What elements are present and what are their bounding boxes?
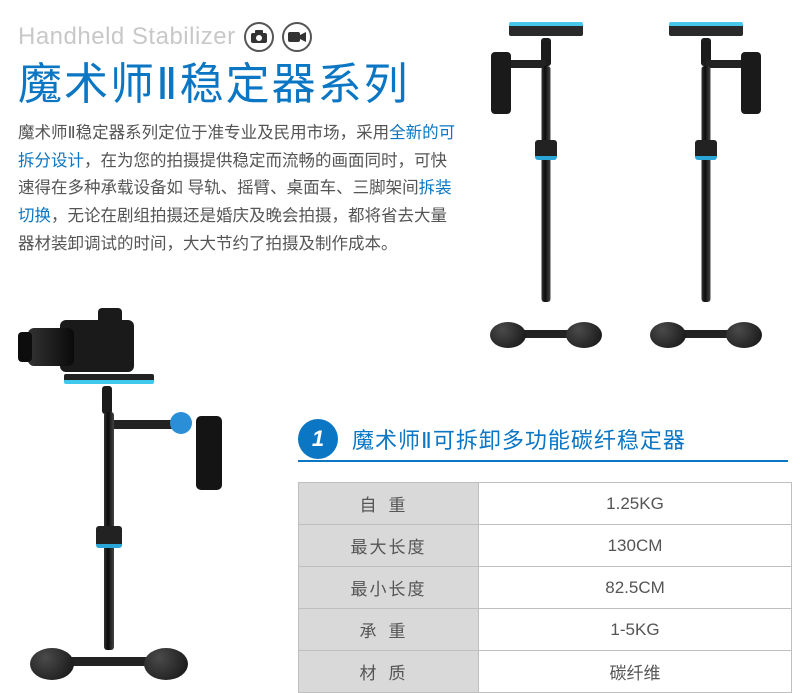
- table-row: 承重 1-5KG: [299, 609, 792, 651]
- section-header: 1 魔术师Ⅱ可拆卸多功能碳纤稳定器: [298, 418, 788, 460]
- desc-text-1: 魔术师Ⅱ稳定器系列定位于准专业及民用市场，采用: [18, 124, 389, 142]
- table-row: 材质 碳纤维: [299, 651, 792, 693]
- desc-text-3: ，无论在剧组拍摄还是婚庆及晚会拍摄，都将省去大量器材装卸调试的时间，大大节约了拍…: [18, 207, 447, 253]
- main-title: 魔术师Ⅱ稳定器系列: [18, 48, 458, 112]
- table-row: 自重 1.25KG: [299, 483, 792, 525]
- spec-label: 材质: [299, 651, 479, 693]
- section-underline: [298, 460, 788, 462]
- spec-value: 82.5CM: [479, 567, 792, 609]
- product-image-with-camera: [20, 290, 280, 686]
- product-images-top: [470, 22, 782, 366]
- table-row: 最大长度 130CM: [299, 525, 792, 567]
- page-header: Handheld Stabilizer 魔术师Ⅱ稳定器系列: [18, 22, 458, 112]
- spec-value: 1-5KG: [479, 609, 792, 651]
- spec-table-body: 自重 1.25KG 最大长度 130CM 最小长度 82.5CM 承重 1-5K…: [299, 483, 792, 693]
- spec-label: 最大长度: [299, 525, 479, 567]
- table-row: 最小长度 82.5CM: [299, 567, 792, 609]
- spec-value: 碳纤维: [479, 651, 792, 693]
- subtitle-en: Handheld Stabilizer: [18, 23, 236, 51]
- section-title: 魔术师Ⅱ可拆卸多功能碳纤稳定器: [352, 423, 686, 455]
- description-paragraph: 魔术师Ⅱ稳定器系列定位于准专业及民用市场，采用全新的可拆分设计，在为您的拍摄提供…: [18, 120, 458, 259]
- stabilizer-image-b: [646, 22, 766, 352]
- spec-value: 130CM: [479, 525, 792, 567]
- spec-label: 自重: [299, 483, 479, 525]
- spec-label: 最小长度: [299, 567, 479, 609]
- spec-label: 承重: [299, 609, 479, 651]
- spec-table: 自重 1.25KG 最大长度 130CM 最小长度 82.5CM 承重 1-5K…: [298, 482, 792, 693]
- stabilizer-image-a: [486, 22, 606, 352]
- section-number-badge: 1: [298, 419, 338, 459]
- spec-value: 1.25KG: [479, 483, 792, 525]
